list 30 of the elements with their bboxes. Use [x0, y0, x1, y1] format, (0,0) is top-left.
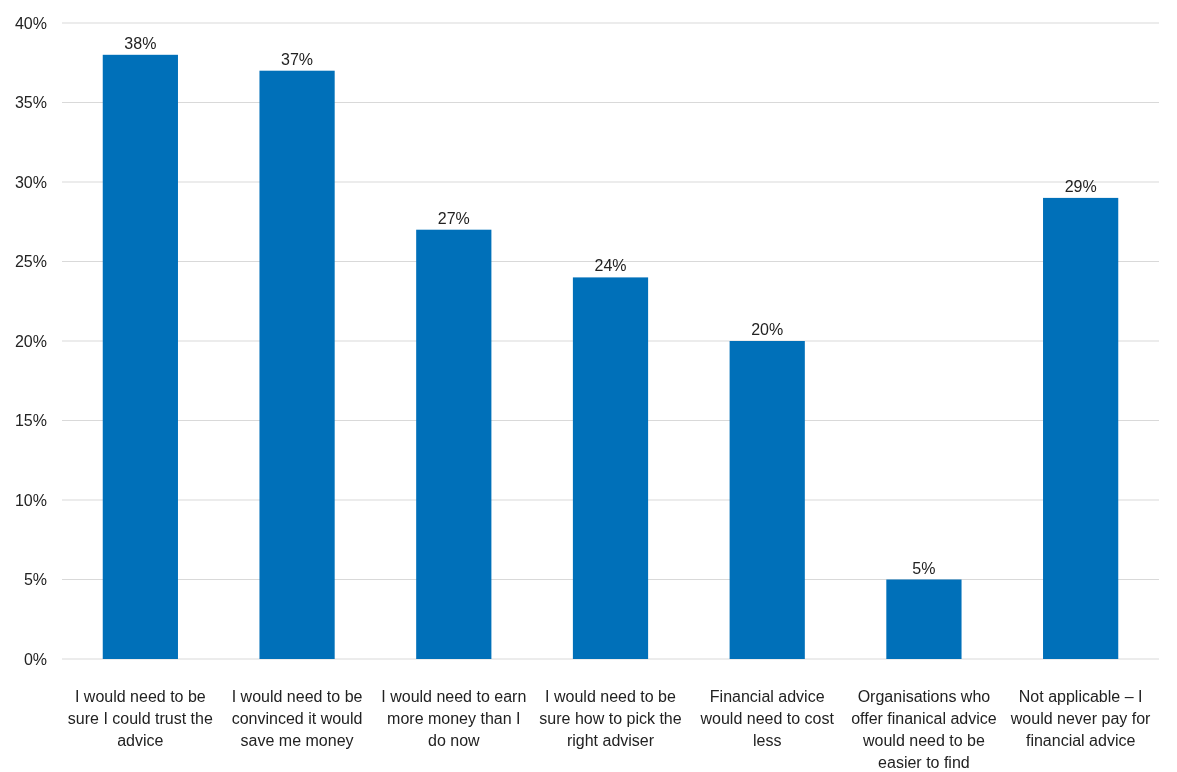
y-tick-label: 30% — [14, 173, 47, 191]
y-tick-label: 15% — [14, 412, 47, 430]
bar — [886, 579, 962, 659]
y-tick-label: 20% — [14, 332, 47, 350]
y-tick-label: 5% — [23, 571, 47, 589]
bar — [729, 341, 805, 659]
data-label: 29% — [1064, 177, 1097, 195]
data-label: 27% — [437, 209, 470, 227]
bar — [102, 54, 178, 659]
data-label: 5% — [912, 559, 936, 577]
data-label: 38% — [124, 34, 157, 52]
bar — [416, 229, 492, 659]
y-tick-label: 10% — [14, 491, 47, 509]
x-tick-label: I would need to be sure how to pick the right adviser — [539, 688, 682, 749]
x-tick-label: Organisations who offer finanical advice would need to be easier to find — [851, 688, 997, 771]
bar — [259, 70, 335, 659]
x-tick-label: Not applicable – I would never pay for financial advice — [1009, 688, 1152, 749]
y-tick-label: 25% — [14, 253, 47, 271]
x-tick-label: Financial advice would need to cost less — [699, 688, 835, 749]
data-label: 24% — [594, 257, 627, 275]
y-tick-label: 40% — [14, 14, 47, 32]
x-tick-label: I would need to be sure I could trust the advice — [67, 688, 213, 749]
x-tick-label: I would need to be convinced it would save me money — [231, 688, 363, 749]
y-tick-label: 0% — [23, 650, 47, 668]
bar — [572, 277, 649, 659]
y-tick-label: 35% — [14, 94, 47, 112]
bar — [1043, 197, 1119, 659]
data-label: 37% — [281, 50, 314, 68]
x-tick-label: I would need to earn more money than I do now — [381, 688, 527, 749]
data-label: 20% — [751, 321, 784, 338]
